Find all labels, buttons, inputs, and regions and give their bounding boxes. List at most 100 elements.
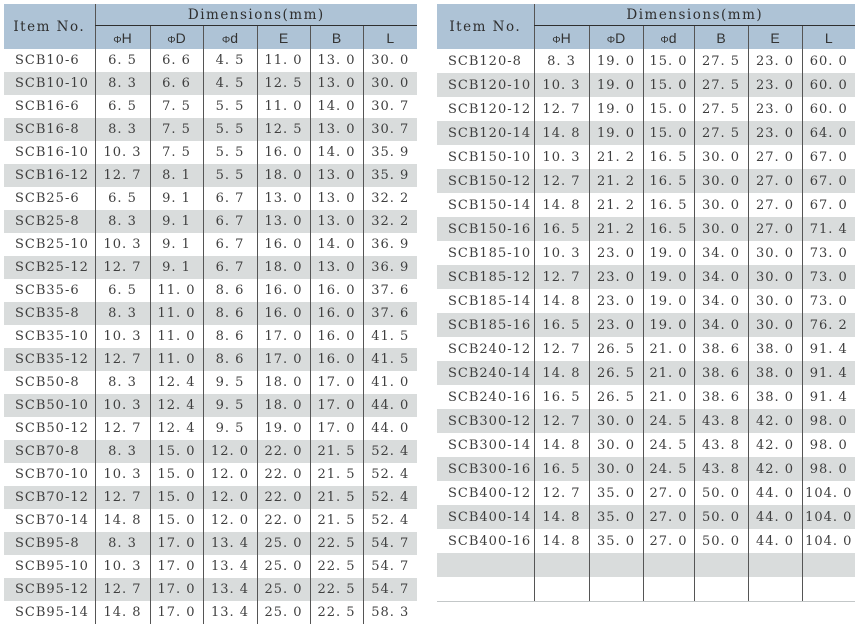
- col-header-e: E: [747, 25, 802, 49]
- value-cell: 37. 6: [362, 279, 418, 302]
- value-cell: 16. 0: [309, 302, 363, 325]
- value-cell: 14. 8: [533, 529, 589, 553]
- table-row: SCB95-8 8. 3 17. 0 13. 4 25. 0 22. 5 54. 7: [4, 532, 418, 555]
- item-no-cell: SCB185-14: [448, 293, 532, 309]
- value-cell: 13. 0: [256, 187, 310, 210]
- value-cell: 43. 8: [693, 433, 748, 457]
- value-cell: 13. 4: [202, 601, 257, 624]
- value-cell: 30. 0: [693, 145, 748, 169]
- value-cell: 5. 5: [202, 95, 257, 118]
- value-cell: 13. 0: [309, 164, 363, 187]
- table-row: SCB150-10 10. 3 21. 2 16. 5 30. 0 27. 0 67. 0: [437, 145, 856, 169]
- value-cell: 17. 0: [309, 417, 363, 440]
- table-row: SCB10-10 8. 3 6. 6 4. 5 12. 5 13. 0 30. 0: [4, 72, 418, 95]
- value-cell: 17. 0: [149, 555, 203, 578]
- table-row: SCB70-8 8. 3 15. 0 12. 0 22. 0 21. 5 52. 4: [4, 440, 418, 463]
- value-cell: 16. 0: [309, 279, 363, 302]
- value-cell: 67. 0: [801, 169, 856, 193]
- value-cell: 30. 0: [588, 433, 643, 457]
- value-cell: 30. 0: [693, 169, 748, 193]
- spec-table-left: Item No. Dimensions(mm) ΦH ΦD Φd E B L S…: [4, 4, 418, 624]
- table-row: SCB120-12 12. 7 19. 0 15. 0 27. 5 23. 0 60. 0: [437, 97, 856, 121]
- value-cell: 11. 0: [149, 325, 203, 348]
- value-cell: 30. 0: [693, 193, 748, 217]
- item-no-cell: SCB35-12: [15, 352, 89, 367]
- value-cell: 12. 7: [533, 409, 589, 433]
- value-cell: 26. 5: [588, 361, 643, 385]
- value-cell: 8. 3: [94, 210, 150, 233]
- table-row: SCB95-14 14. 8 17. 0 13. 4 25. 0 22. 5 58. 3: [4, 601, 418, 624]
- value-cell: 19. 0: [588, 73, 643, 97]
- value-cell: 9. 5: [202, 417, 257, 440]
- table-row: [437, 553, 856, 577]
- value-cell: 41. 0: [362, 371, 418, 394]
- value-cell: [533, 553, 589, 577]
- value-cell: 12. 7: [94, 486, 150, 509]
- value-cell: 12. 7: [533, 97, 589, 121]
- table-row: SCB10-6 6. 5 6. 6 4. 5 11. 0 13. 0 30. 0: [4, 49, 418, 72]
- col-header-phi-h: ΦH: [94, 25, 150, 49]
- value-cell: 44. 0: [362, 394, 418, 417]
- item-no-cell: SCB150-16: [448, 221, 532, 237]
- value-cell: 19. 0: [588, 97, 643, 121]
- table-row: SCB16-6 6. 5 7. 5 5. 5 11. 0 14. 0 30. 7: [4, 95, 418, 118]
- item-no-cell: SCB50-10: [15, 398, 89, 413]
- value-cell: 30. 0: [362, 49, 418, 72]
- value-cell: 23. 0: [747, 97, 802, 121]
- value-cell: 12. 7: [94, 417, 150, 440]
- value-cell: 21. 5: [309, 509, 363, 532]
- value-cell: 7. 5: [149, 95, 203, 118]
- value-cell: 32. 2: [362, 210, 418, 233]
- value-cell: 7. 5: [149, 118, 203, 141]
- value-cell: 104. 0: [801, 529, 856, 553]
- table-row: SCB400-12 12. 7 35. 0 27. 0 50. 0 44. 0 104. 0: [437, 481, 856, 505]
- phi-symbol: Φ: [221, 33, 231, 46]
- value-cell: 30. 0: [362, 72, 418, 95]
- value-cell: 27. 0: [642, 481, 694, 505]
- value-cell: 12. 7: [94, 256, 150, 279]
- value-cell: 8. 1: [149, 164, 203, 187]
- value-cell: 44. 0: [747, 529, 802, 553]
- value-cell: 35. 9: [362, 141, 418, 164]
- value-cell: 25. 0: [256, 555, 310, 578]
- value-cell: 18. 0: [256, 164, 310, 187]
- col-header-phi-d-outer: ΦD: [149, 25, 203, 49]
- value-cell: 25. 0: [256, 601, 310, 624]
- value-cell: 4. 5: [202, 72, 257, 95]
- value-cell: 19. 0: [642, 241, 694, 265]
- value-cell: 42. 0: [747, 433, 802, 457]
- value-cell: 104. 0: [801, 505, 856, 529]
- value-cell: 35. 0: [588, 529, 643, 553]
- item-no-cell: SCB150-10: [448, 149, 532, 165]
- value-cell: [642, 553, 694, 577]
- table-row: SCB25-10 10. 3 9. 1 6. 7 16. 0 14. 0 36. 9: [4, 233, 418, 256]
- value-cell: 30. 0: [747, 265, 802, 289]
- value-cell: 5. 5: [202, 141, 257, 164]
- item-no-cell: SCB185-10: [448, 245, 532, 261]
- value-cell: 71. 4: [801, 217, 856, 241]
- value-cell: 21. 5: [309, 463, 363, 486]
- value-cell: 73. 0: [801, 265, 856, 289]
- item-no-cell: SCB70-10: [15, 467, 89, 482]
- value-cell: 73. 0: [801, 241, 856, 265]
- table-row: SCB16-12 12. 7 8. 1 5. 5 18. 0 13. 0 35. 9: [4, 164, 418, 187]
- item-no-cell: SCB35-8: [15, 306, 80, 321]
- value-cell: 12. 4: [149, 371, 203, 394]
- table-row: SCB25-8 8. 3 9. 1 6. 7 13. 0 13. 0 32. 2: [4, 210, 418, 233]
- value-cell: 17. 0: [309, 371, 363, 394]
- value-cell: 14. 8: [94, 601, 150, 624]
- value-cell: 27. 0: [747, 217, 802, 241]
- table-row: SCB70-10 10. 3 15. 0 12. 0 22. 0 21. 5 52. 4: [4, 463, 418, 486]
- value-cell: 12. 7: [94, 578, 150, 601]
- item-no-cell: SCB95-12: [15, 582, 89, 597]
- value-cell: 21. 0: [642, 385, 694, 409]
- value-cell: 27. 0: [642, 529, 694, 553]
- value-cell: 50. 0: [693, 505, 748, 529]
- table-header: Item No. Dimensions(mm) ΦH ΦD Φd B E L: [437, 4, 856, 49]
- value-cell: 22. 5: [309, 555, 363, 578]
- col-header-l: L: [362, 25, 418, 49]
- item-no-cell: SCB400-16: [448, 533, 532, 549]
- item-no-cell: SCB16-6: [15, 99, 80, 114]
- item-no-cell: SCB25-12: [15, 260, 89, 275]
- value-cell: 30. 0: [693, 217, 748, 241]
